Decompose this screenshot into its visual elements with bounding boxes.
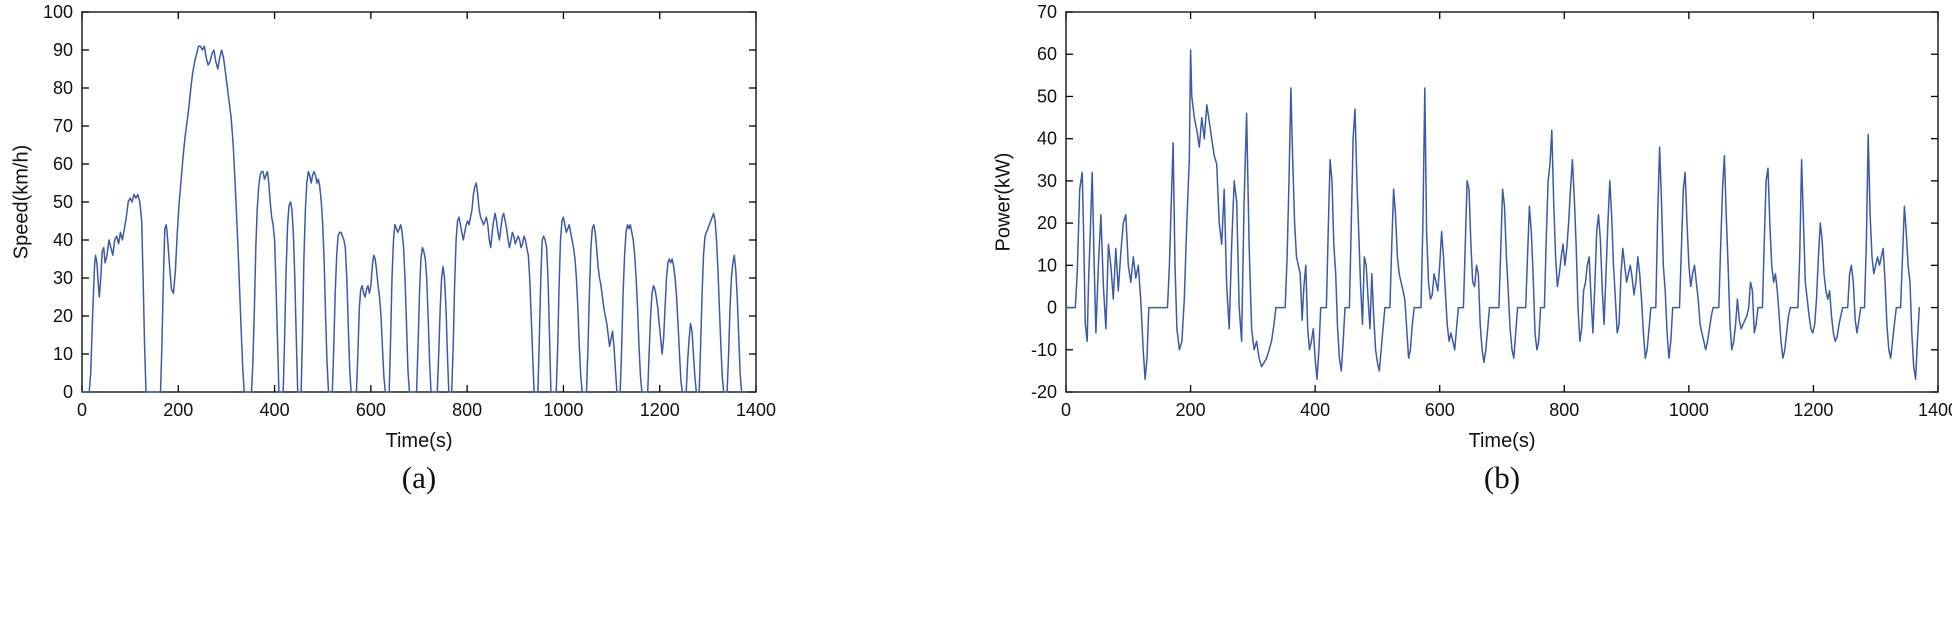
- x-tick-label: 1000: [1669, 400, 1709, 420]
- y-tick-label: 70: [53, 116, 73, 136]
- chart-b-caption: (b): [1483, 460, 1521, 495]
- x-tick-label: 1400: [736, 400, 776, 420]
- y-tick-label: 40: [1037, 129, 1057, 149]
- chart-a: 0 200 400 600 800 1000 1200 1400 0 10 20 30 40 50 60 70…: [43, 2, 776, 420]
- y-tick-label: 60: [53, 154, 73, 174]
- x-tick-label: 1200: [640, 400, 680, 420]
- chart-a-x-axis-label: Time(s): [385, 430, 453, 452]
- chart-b-x-axis-label: Time(s): [1468, 430, 1536, 452]
- x-tick-label: 1400: [1918, 400, 1952, 420]
- series-vehicle-speed: [81, 45, 743, 393]
- y-tick-label: -10: [1031, 340, 1057, 360]
- x-tick-label: 600: [356, 400, 386, 420]
- y-tick-label: 80: [53, 78, 73, 98]
- chart-b: 0 200 400 600 800 1000 1200 1400 -20 -10 0 10 20 30 40…: [1031, 2, 1952, 420]
- y-tick-label: 40: [53, 230, 73, 250]
- y-tick-label: 10: [1037, 255, 1057, 275]
- y-tick-label: 30: [1037, 171, 1057, 191]
- y-tick-label: 0: [1047, 298, 1057, 318]
- y-tick-label: 70: [1037, 2, 1057, 22]
- x-tick-label: 1200: [1793, 400, 1833, 420]
- y-tick-label: 90: [53, 40, 73, 60]
- x-tick-label: 1000: [543, 400, 583, 420]
- x-tick-label: 800: [452, 400, 482, 420]
- plot-box: [1065, 11, 1939, 393]
- chart-a-y-axis-label: Speed(km/h): [10, 144, 33, 260]
- y-tick-label: 10: [53, 344, 73, 364]
- x-tick-label: 400: [1300, 400, 1330, 420]
- y-tick-label: 60: [1037, 44, 1057, 64]
- x-tick-label: 200: [1176, 400, 1206, 420]
- y-tick-label: 50: [53, 192, 73, 212]
- x-tick-label: 800: [1549, 400, 1579, 420]
- x-tick-label: 200: [163, 400, 193, 420]
- x-tick-label: 0: [1061, 400, 1071, 420]
- y-tick-label: 100: [43, 2, 73, 22]
- y-tick-label: 20: [1037, 213, 1057, 233]
- y-tick-label: 20: [53, 306, 73, 326]
- x-tick-label: 600: [1425, 400, 1455, 420]
- x-tick-label: 0: [77, 400, 87, 420]
- x-tick-label: 400: [260, 400, 290, 420]
- y-tick-label: -20: [1031, 382, 1057, 402]
- chart-b-y-axis-label: Power(kW): [992, 152, 1015, 252]
- y-tick-label: 0: [63, 382, 73, 402]
- y-tick-label: 30: [53, 268, 73, 288]
- y-tick-label: 50: [1037, 86, 1057, 106]
- chart-a-caption: (a): [401, 460, 437, 495]
- series-power-demand: [1065, 49, 1921, 381]
